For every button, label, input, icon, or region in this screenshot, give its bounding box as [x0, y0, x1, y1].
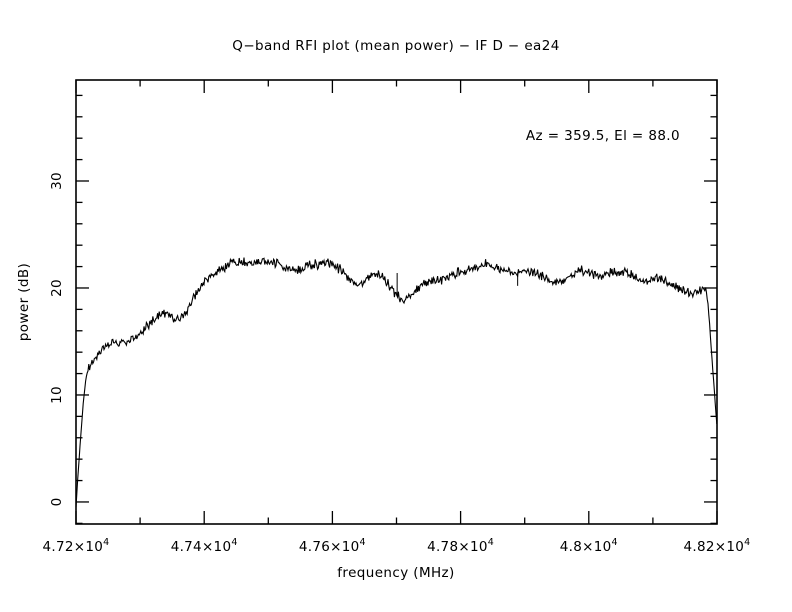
x-tick-label: 4.76×104 — [299, 537, 366, 555]
x-tick-label: 4.82×104 — [683, 537, 750, 555]
x-axis-label: frequency (MHz) — [337, 565, 455, 581]
plot-frame — [75, 79, 718, 525]
y-tick-label: 30 — [49, 172, 65, 190]
pointing-annotation: Az = 359.5, El = 88.0 — [525, 128, 680, 144]
x-tick-label: 4.74×104 — [171, 537, 238, 555]
y-tick-label: 10 — [49, 386, 65, 404]
y-tick-label: 20 — [49, 279, 65, 297]
chart-title: Q−band RFI plot (mean power) − IF D − ea… — [232, 38, 560, 54]
x-tick-label: 4.78×104 — [427, 537, 494, 555]
data-curve — [75, 257, 718, 508]
x-tick-label: 4.72×104 — [42, 537, 109, 555]
x-tick-label: 4.8×104 — [560, 537, 618, 555]
y-tick-label: 0 — [49, 498, 65, 507]
